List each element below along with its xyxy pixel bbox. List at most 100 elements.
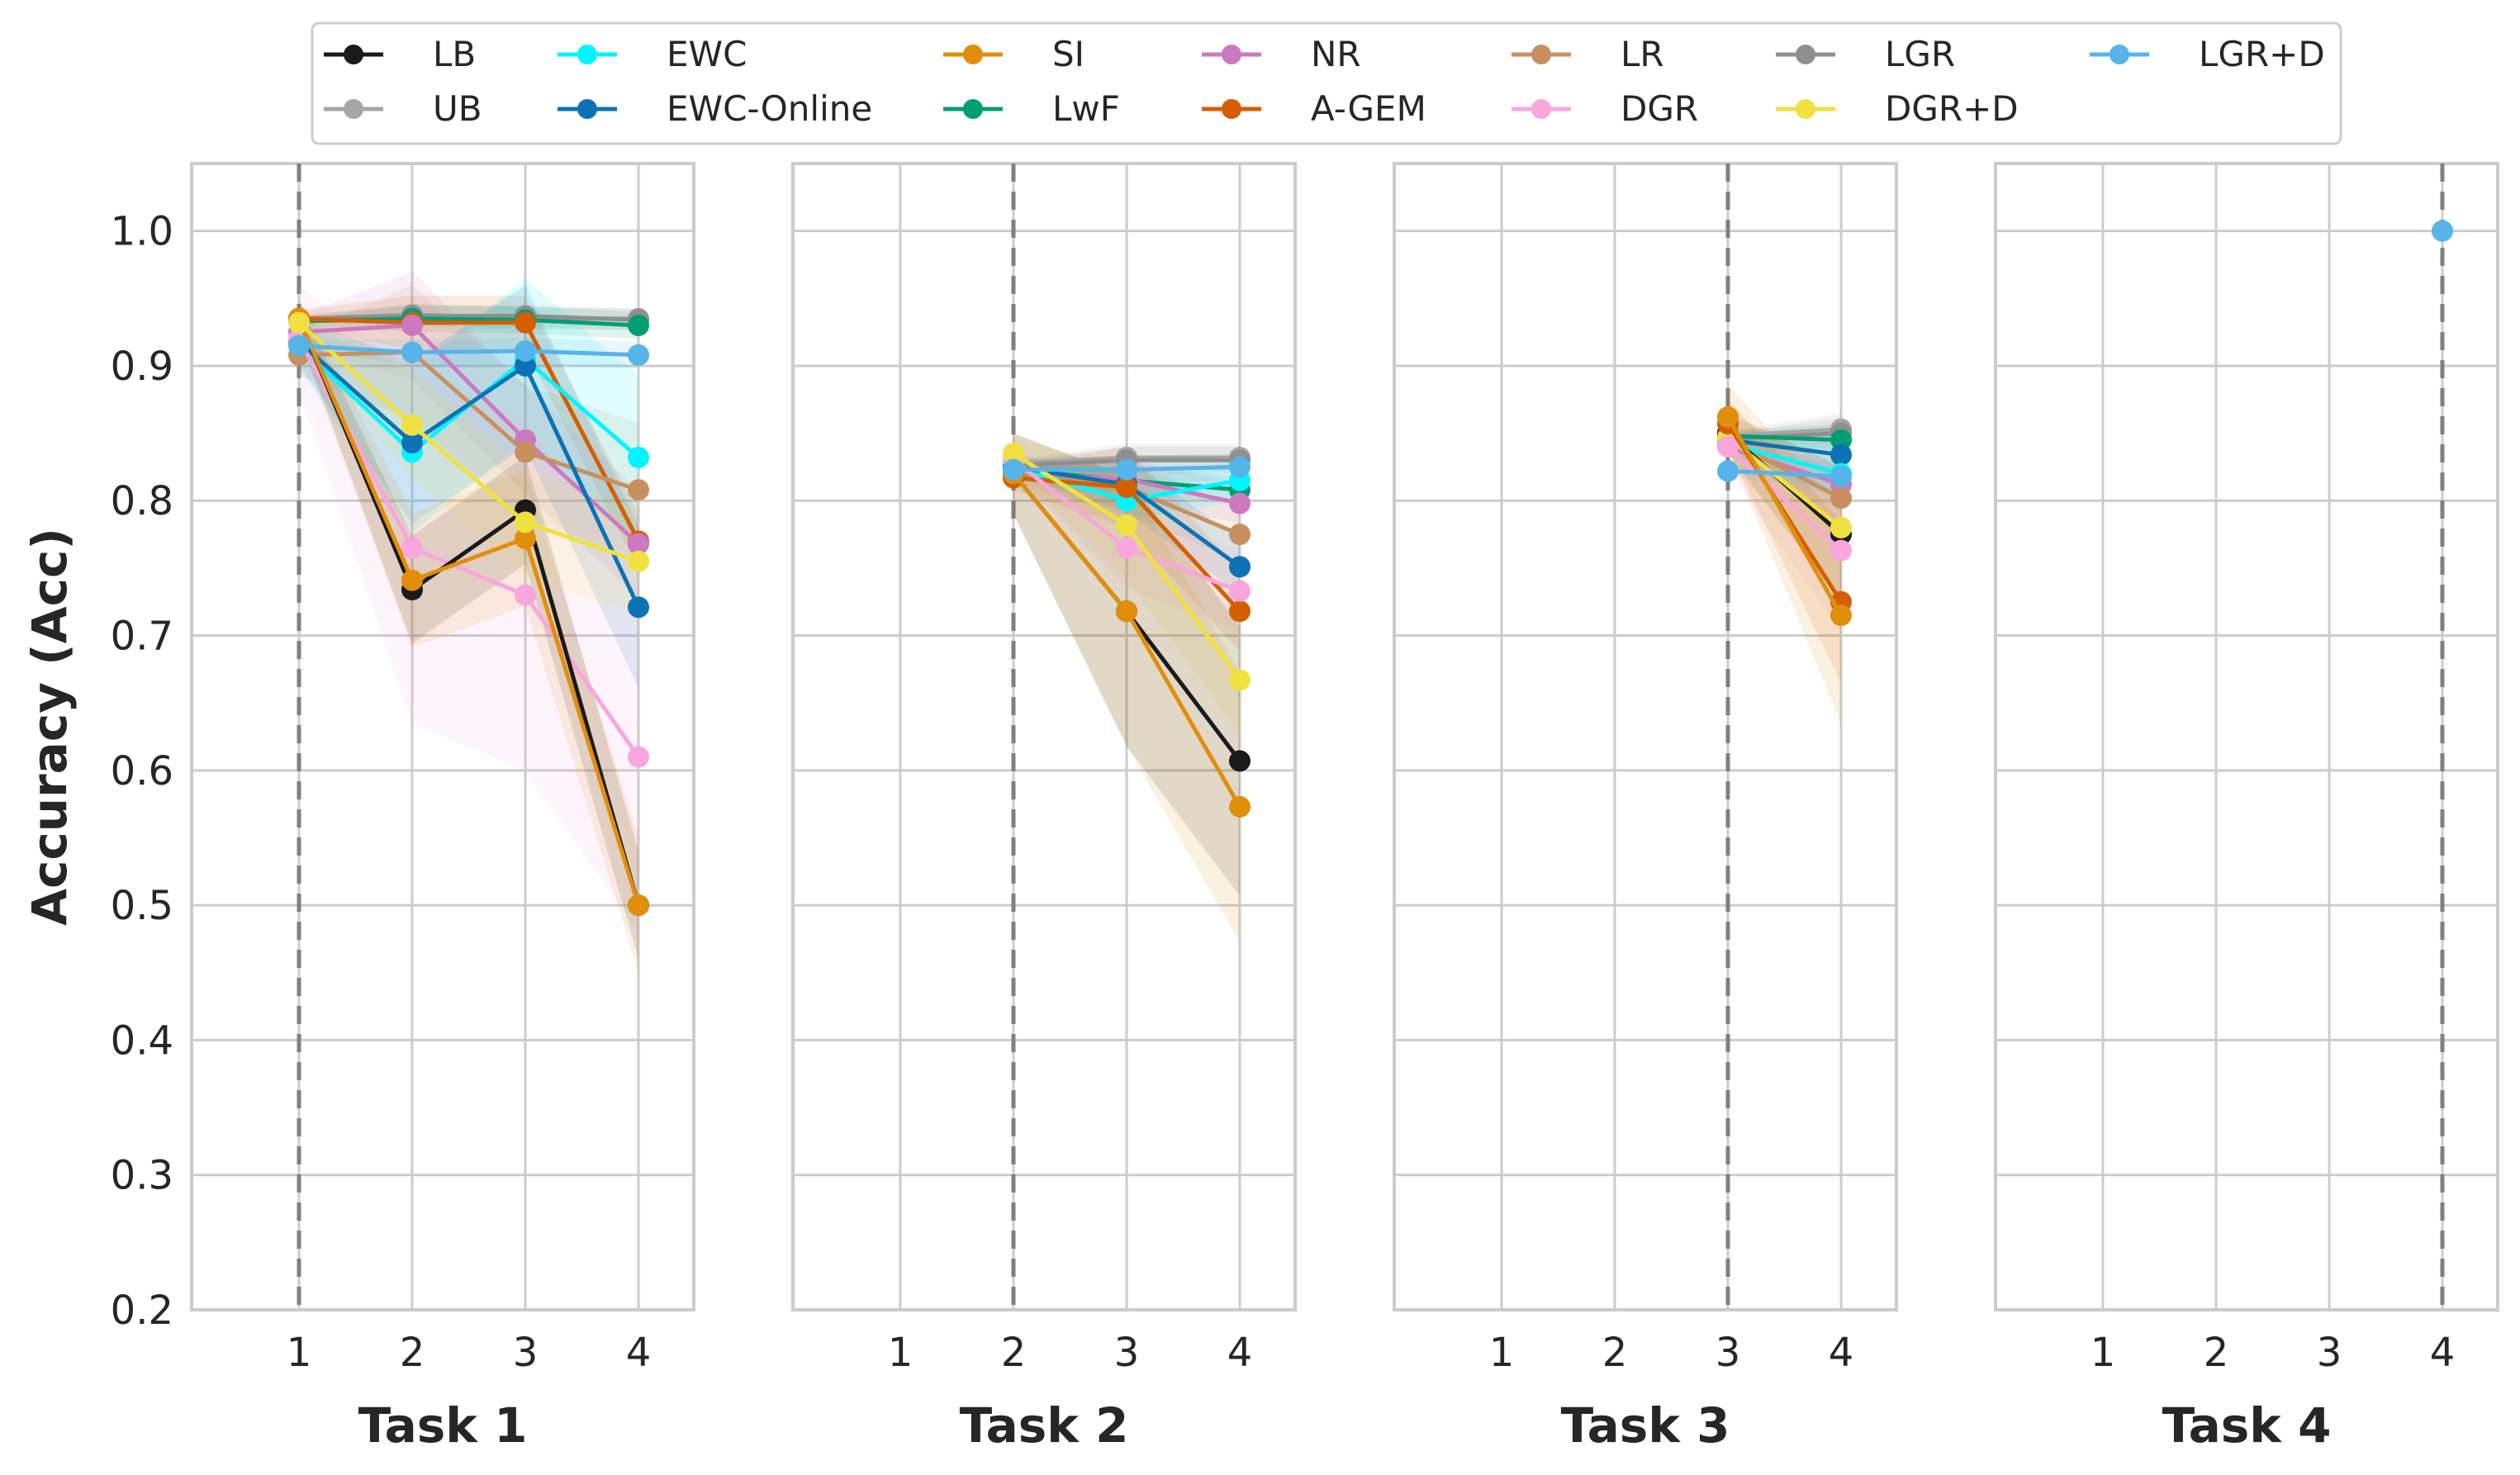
data-point [1229,492,1251,515]
legend-label: SI [1052,34,1084,74]
data-point [401,314,423,336]
series-line [298,316,641,543]
legend-entry-lgr: LGR [1776,34,1955,74]
x-axis-label: Task 1 [358,1397,528,1454]
data-point [1116,537,1137,559]
data-point [401,569,423,591]
x-tick-label: 4 [1227,1330,1253,1376]
series-dgr-d [288,311,649,572]
series-line [1727,434,1842,443]
x-tick-label: 3 [1716,1330,1741,1376]
series-dgr [1717,435,1852,562]
series-lgr-d [1003,456,1251,481]
data-point [628,533,649,555]
data-point [1116,514,1137,536]
band-si [1013,433,1240,942]
series-line [1726,445,1843,553]
band-lb [1013,433,1240,896]
data-point [1003,458,1024,481]
data-point [628,446,649,468]
series-line [298,314,639,322]
data-point [1229,524,1251,546]
data-point [1830,516,1852,538]
panel-frame [791,162,1297,1311]
legend-label: DGR+D [1885,88,2019,129]
legend-label: LR [1621,34,1664,74]
band-lb [299,302,638,960]
legend-entry-lgr-d: LGR+D [2090,34,2325,74]
data-point [1229,669,1251,691]
y-tick-label: 0.2 [111,1288,173,1334]
x-tick-label: 2 [1602,1330,1628,1376]
legend-marker [963,99,983,119]
series-line [1727,438,1842,458]
panel-frame [1393,162,1898,1311]
x-tick-label: 1 [287,1330,312,1376]
legend-marker [1796,45,1815,64]
series-dgr-d [1003,443,1251,691]
x-tick-label: 3 [513,1330,539,1376]
data-point [515,527,536,549]
data-point [288,334,310,357]
panel-frame [1994,162,2499,1311]
data-point [628,746,649,768]
legend: LB UB EWC EWC-Online SI LwF NR A-GEM LR DGR LGR DGR… [311,21,2342,145]
x-tick-label: 4 [626,1330,652,1376]
legend-entry-a-gem: A-GEM [1202,88,1426,129]
band-ewc [299,277,638,538]
legend-label: LwF [1052,88,1120,129]
y-tick-label: 0.4 [111,1017,173,1064]
x-axis-label: Task 3 [1561,1397,1730,1454]
data-point [1229,456,1251,478]
data-point [2432,220,2453,242]
panel-task-4: 1 2 3 4 Task 4 [1994,162,2499,1454]
data-point [1229,600,1251,623]
series-lgr-d [1717,460,1852,487]
legend-marker [344,99,363,119]
x-tick-label: 2 [1001,1330,1027,1376]
legend-entry-lwf: LwF [943,88,1120,129]
legend-label: A-GEM [1311,88,1426,129]
legend-label: DGR [1621,88,1698,129]
x-tick-label: 4 [1829,1330,1854,1376]
legend-marker [1531,45,1551,64]
data-point [1830,605,1852,627]
data-point [401,414,423,436]
series-si [1717,406,1852,627]
x-tick-label: 2 [400,1330,425,1376]
data-point [628,314,649,336]
chart-panels: 1 2 3 4 0.2 0.3 0.4 0.5 0.6 0.7 0.8 0.9 1.0 Task 1 1 2 3… [111,162,2499,1454]
band-dgr [299,286,638,932]
panel-task-3: 1 2 3 4 Task 3 [1393,162,1898,1454]
data-point [1830,443,1852,466]
panel-task-1: 1 2 3 4 0.2 0.3 0.4 0.5 0.6 0.7 0.8 0.9 1.0 Task 1 [111,162,695,1454]
x-axis-label: Task 2 [960,1397,1129,1454]
legend-label: NR [1311,34,1361,74]
data-point [1003,443,1024,465]
band-si [299,298,638,973]
data-point [515,354,536,377]
data-point [401,432,423,454]
data-point [628,479,649,501]
data-point [515,311,536,334]
band-dgr-d [299,306,638,616]
x-tick-label: 1 [1489,1330,1515,1376]
band-a-gem [299,296,638,568]
series-si [1003,462,1251,818]
legend-label: LGR+D [2199,34,2325,74]
series-lgr-d [2432,220,2453,242]
data-point [1116,476,1137,498]
data-point [1717,460,1739,482]
legend-entry-ewc: EWC [558,34,747,74]
legend-marker [1222,99,1241,119]
x-axis-label: Task 4 [2162,1397,2332,1454]
x-tick-label: 3 [1114,1330,1140,1376]
data-point [1717,435,1739,458]
legend-marker [577,45,597,64]
data-point [401,341,423,363]
data-point [515,339,536,362]
data-point [1229,750,1251,772]
series-line [297,339,641,609]
data-point [288,311,310,334]
